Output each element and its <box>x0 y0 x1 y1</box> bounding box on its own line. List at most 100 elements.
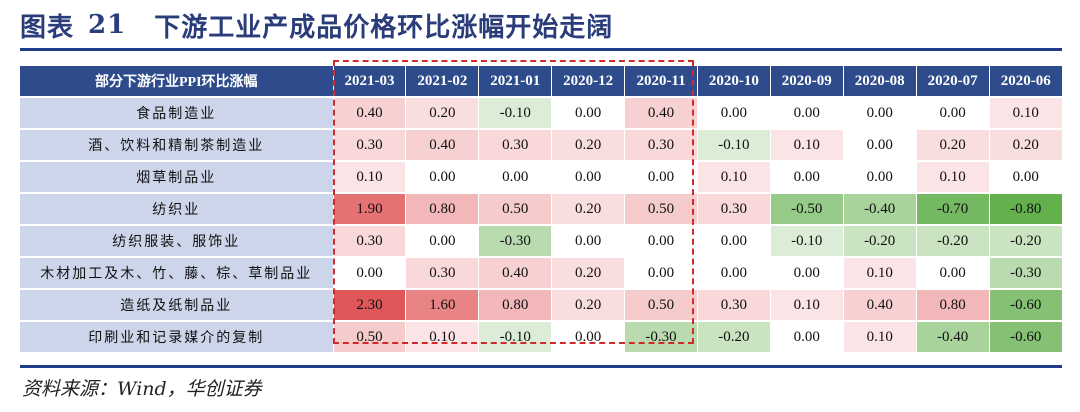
heatmap-cell: 0.10 <box>696 161 771 194</box>
heatmap-cell: 0.00 <box>332 257 406 290</box>
column-header: 2020-10 <box>696 66 771 98</box>
heatmap-cell: 0.00 <box>915 97 990 130</box>
heatmap-cell: 0.40 <box>842 289 917 322</box>
heatmap-cell: -0.20 <box>696 321 771 354</box>
heatmap-cell: 0.20 <box>915 129 990 162</box>
heatmap-cell: -0.30 <box>624 321 698 354</box>
table-row: 木材加工及木、竹、藤、棕、草制品业 0.00 0.30 0.40 0.20 0.00 0.0… <box>20 257 1062 290</box>
heatmap-cell: 0.80 <box>478 289 552 322</box>
heatmap-cell: 0.10 <box>332 161 406 194</box>
table-row: 食品制造业 0.40 0.20 -0.10 0.00 0.40 0.00 0.00 0.00 0.… <box>20 97 1062 130</box>
heatmap-cell: 0.00 <box>624 161 698 194</box>
heatmap-cell: -0.20 <box>842 225 917 258</box>
heatmap-cell: -0.60 <box>988 289 1062 322</box>
heatmap-cell: 0.50 <box>624 193 698 226</box>
heatmap-cell: -0.10 <box>478 321 552 354</box>
heatmap-cell: 0.80 <box>405 193 479 226</box>
heatmap-cell: 0.40 <box>624 97 698 130</box>
heatmap-cell: 0.00 <box>842 97 917 130</box>
heatmap-cell: 0.30 <box>696 289 771 322</box>
ppi-heatmap-table-container: 部分下游行业PPI环比涨幅 2021-03 2021-02 2021-01 2020-… <box>20 66 1062 354</box>
heatmap-cell: 0.80 <box>915 289 990 322</box>
heatmap-cell: 0.00 <box>405 161 479 194</box>
heatmap-cell: -0.10 <box>696 129 771 162</box>
heatmap-cell: 0.00 <box>988 161 1062 194</box>
row-label: 纺织服装、服饰业 <box>20 225 334 258</box>
heatmap-cell: -0.30 <box>988 257 1062 290</box>
column-header: 2021-03 <box>332 66 406 98</box>
heatmap-cell: 1.90 <box>332 193 406 226</box>
heatmap-cell: 0.20 <box>405 97 479 130</box>
heatmap-cell: 0.30 <box>624 129 698 162</box>
heatmap-cell: 0.10 <box>842 257 917 290</box>
table-row: 烟草制品业 0.10 0.00 0.00 0.00 0.00 0.10 0.00 0.00 0.1… <box>20 161 1062 194</box>
row-label: 造纸及纸制品业 <box>20 289 334 322</box>
figure-title: 图表 21 下游工业产成品价格环比涨幅开始走阔 <box>20 2 613 48</box>
heatmap-cell: 2.30 <box>332 289 406 322</box>
figure-title-text: 下游工业产成品价格环比涨幅开始走阔 <box>154 12 614 43</box>
column-header: 2020-09 <box>769 66 844 98</box>
heatmap-cell: 0.00 <box>551 321 625 354</box>
figure-title-prefix: 图表 <box>20 12 75 43</box>
heatmap-cell: 0.50 <box>624 289 698 322</box>
heatmap-cell: 0.00 <box>915 257 990 290</box>
heatmap-cell: 0.00 <box>478 161 552 194</box>
row-header-label: 部分下游行业PPI环比涨幅 <box>20 66 334 98</box>
heatmap-cell: -0.30 <box>478 225 552 258</box>
column-header: 2020-07 <box>915 66 990 98</box>
column-header: 2020-08 <box>842 66 917 98</box>
heatmap-cell: 0.40 <box>405 129 479 162</box>
heatmap-cell: -0.20 <box>988 225 1062 258</box>
table-body: 食品制造业 0.40 0.20 -0.10 0.00 0.40 0.00 0.00 0.00 0.… <box>20 97 1062 354</box>
heatmap-cell: 0.00 <box>696 225 771 258</box>
heatmap-cell: -0.20 <box>915 225 990 258</box>
heatmap-cell: -0.10 <box>478 97 552 130</box>
table-row: 印刷业和记录媒介的复制 0.50 0.10 -0.10 0.00 -0.30 -0.20 0.… <box>20 321 1062 354</box>
heatmap-cell: 0.30 <box>405 257 479 290</box>
heatmap-cell: 0.30 <box>696 193 771 226</box>
table-row: 纺织服装、服饰业 0.30 0.00 -0.30 0.00 0.00 0.00 -0.10 -0… <box>20 225 1062 258</box>
heatmap-cell: 0.10 <box>988 97 1062 130</box>
heatmap-cell: 0.20 <box>551 129 625 162</box>
heatmap-cell: 0.40 <box>478 257 552 290</box>
heatmap-cell: 0.20 <box>551 289 625 322</box>
heatmap-cell: -0.40 <box>842 193 917 226</box>
heatmap-cell: -0.60 <box>988 321 1062 354</box>
heatmap-cell: 0.10 <box>915 161 990 194</box>
row-label: 印刷业和记录媒介的复制 <box>20 321 334 354</box>
heatmap-cell: 0.00 <box>696 257 771 290</box>
heatmap-cell: 0.10 <box>769 289 844 322</box>
row-label: 烟草制品业 <box>20 161 334 194</box>
row-label: 酒、饮料和精制茶制造业 <box>20 129 334 162</box>
heatmap-cell: 0.00 <box>551 225 625 258</box>
heatmap-cell: -0.40 <box>915 321 990 354</box>
heatmap-cell: -0.50 <box>769 193 844 226</box>
column-header: 2020-11 <box>624 66 698 98</box>
row-label: 食品制造业 <box>20 97 334 130</box>
heatmap-cell: 0.00 <box>842 161 917 194</box>
heatmap-cell: 0.00 <box>696 97 771 130</box>
heatmap-cell: 1.60 <box>405 289 479 322</box>
column-header: 2020-12 <box>551 66 625 98</box>
table-row: 酒、饮料和精制茶制造业 0.30 0.40 0.30 0.20 0.30 -0.10 0.10… <box>20 129 1062 162</box>
column-header: 2021-01 <box>478 66 552 98</box>
ppi-heatmap-table: 部分下游行业PPI环比涨幅 2021-03 2021-02 2021-01 2020-… <box>20 66 1062 354</box>
table-row: 纺织业 1.90 0.80 0.50 0.20 0.50 0.30 -0.50 -0.40 -0.… <box>20 193 1062 226</box>
heatmap-cell: 0.40 <box>332 97 406 130</box>
heatmap-cell: 0.20 <box>551 257 625 290</box>
title-underline <box>20 48 1062 51</box>
heatmap-cell: 0.00 <box>551 161 625 194</box>
heatmap-cell: 0.00 <box>769 161 844 194</box>
figure-title-number: 21 <box>88 10 127 40</box>
heatmap-cell: 0.00 <box>769 257 844 290</box>
heatmap-cell: 0.10 <box>842 321 917 354</box>
source-note: 资料来源：Wind，华创证券 <box>22 378 262 400</box>
heatmap-cell: 0.00 <box>405 225 479 258</box>
heatmap-cell: -0.80 <box>988 193 1062 226</box>
heatmap-cell: 0.50 <box>332 321 406 354</box>
heatmap-cell: 0.20 <box>988 129 1062 162</box>
heatmap-cell: 0.00 <box>624 225 698 258</box>
heatmap-cell: 0.00 <box>842 129 917 162</box>
column-header: 2021-02 <box>405 66 479 98</box>
heatmap-cell: 0.10 <box>405 321 479 354</box>
